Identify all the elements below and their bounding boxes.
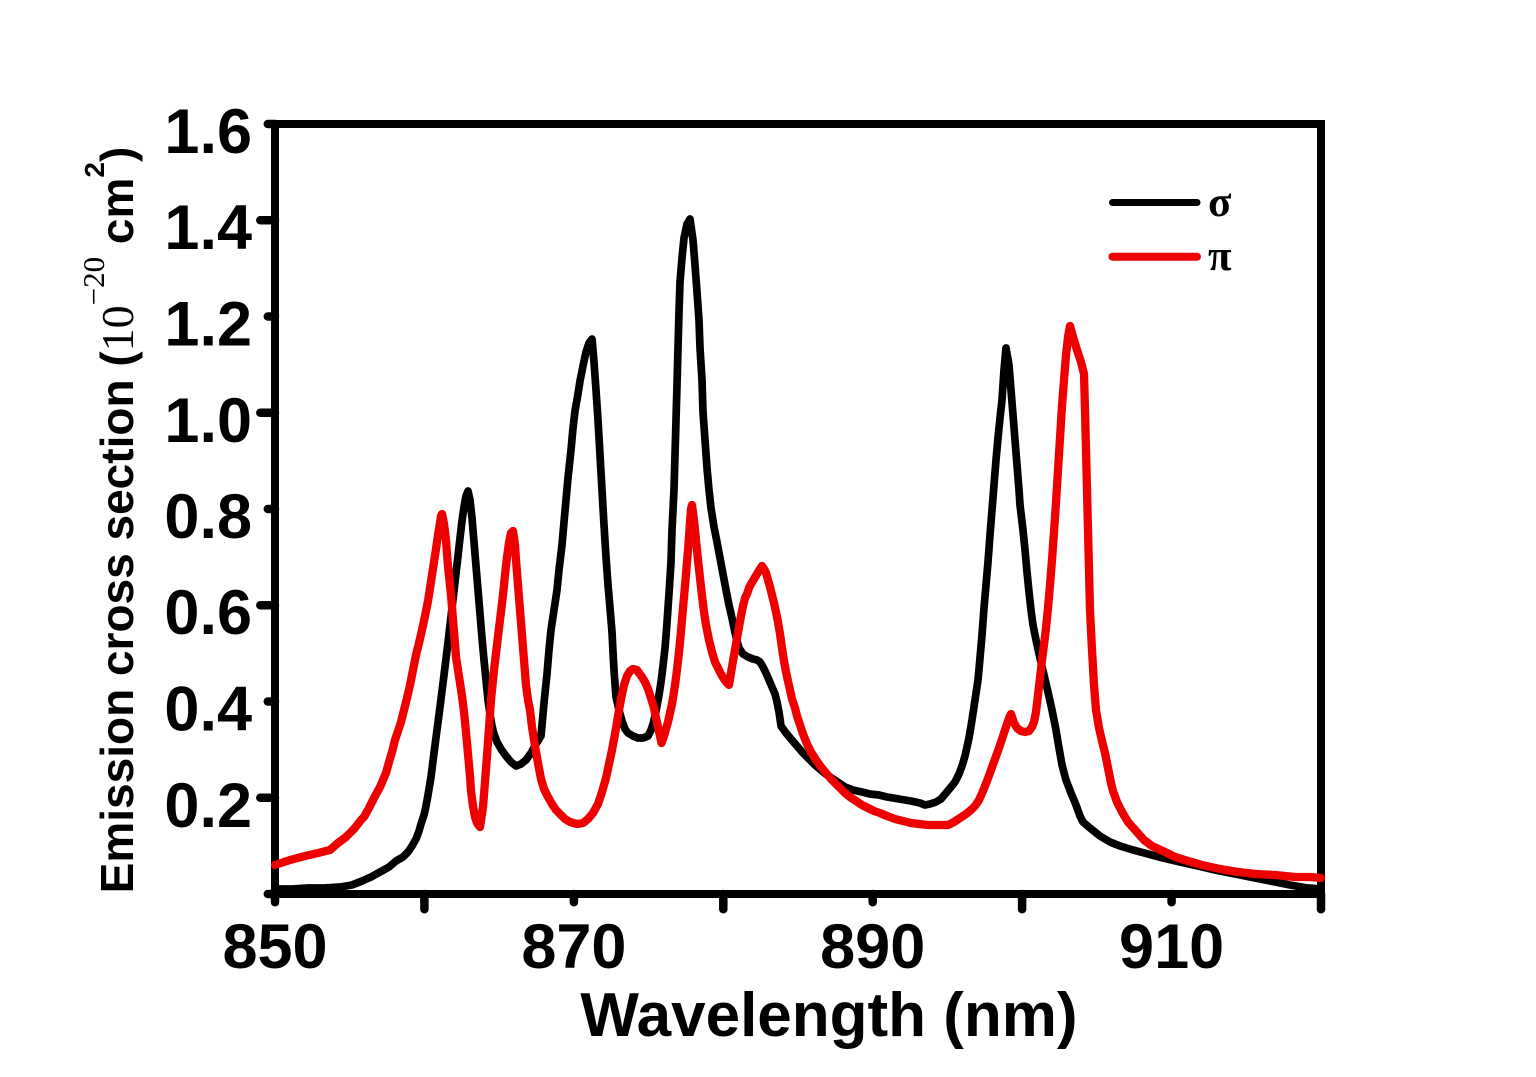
svg-text:π: π [1208,233,1232,280]
svg-text:1.2: 1.2 [164,290,252,360]
svg-text:1.6: 1.6 [164,97,252,167]
svg-text:890: 890 [820,912,925,982]
svg-text:0.6: 0.6 [164,578,252,648]
svg-text:Wavelength (nm): Wavelength (nm) [580,981,1077,1050]
svg-text:910: 910 [1119,912,1224,982]
svg-text:0.4: 0.4 [164,675,252,745]
svg-text:850: 850 [222,912,327,982]
svg-text:870: 870 [521,912,626,982]
svg-text:0.8: 0.8 [164,482,252,552]
svg-text:σ: σ [1208,179,1232,226]
svg-text:0.2: 0.2 [164,771,252,841]
svg-text:1.0: 1.0 [164,386,252,456]
svg-text:1.4: 1.4 [164,193,252,263]
